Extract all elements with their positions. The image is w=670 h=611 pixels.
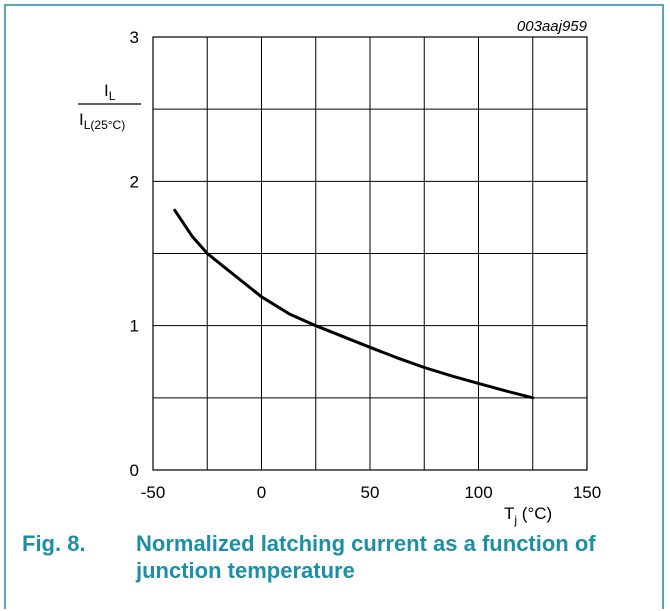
x-tick-label: 50 <box>361 483 380 502</box>
figure-frame <box>4 4 664 609</box>
plot-area <box>152 36 588 471</box>
y-axis-label-numerator: IL <box>104 81 116 103</box>
y-axis-label: IL IL(25°C) <box>78 81 141 132</box>
x-tick-label: 0 <box>257 483 266 502</box>
x-tick-label: -50 <box>141 483 166 502</box>
figure-number: Fig. 8. <box>22 531 86 556</box>
y-tick-label: 3 <box>130 28 139 47</box>
y-tick-label: 0 <box>130 461 139 480</box>
figure-title: Normalized latching current as a functio… <box>136 531 596 583</box>
x-axis-label: Tj (°C) <box>504 504 552 527</box>
chart: -50 0 50 100 150 0 1 2 3 003aaj959 IL IL(25°C) T… <box>78 18 602 527</box>
y-tick-label: 2 <box>130 172 139 191</box>
series-line <box>173 208 535 400</box>
x-tick-label: 100 <box>464 483 492 502</box>
y-axis-label-denominator: IL(25°C) <box>79 110 125 132</box>
y-tick-label: 1 <box>130 317 139 336</box>
x-tick-label: 150 <box>573 483 601 502</box>
grid <box>153 37 587 470</box>
figure-id: 003aaj959 <box>517 18 588 35</box>
